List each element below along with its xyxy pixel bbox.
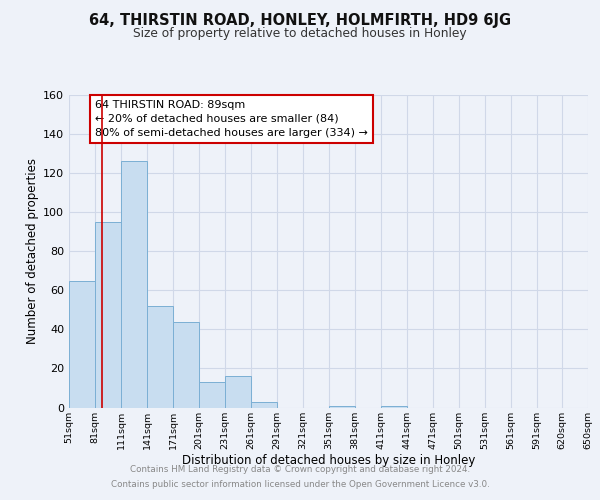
Text: Contains HM Land Registry data © Crown copyright and database right 2024.: Contains HM Land Registry data © Crown c… [130, 465, 470, 474]
Bar [95, 222, 121, 408]
Text: Size of property relative to detached houses in Honley: Size of property relative to detached ho… [133, 28, 467, 40]
Text: 64 THIRSTIN ROAD: 89sqm
← 20% of detached houses are smaller (84)
80% of semi-de: 64 THIRSTIN ROAD: 89sqm ← 20% of detache… [95, 100, 368, 138]
Bar [69, 280, 95, 407]
Text: 64, THIRSTIN ROAD, HONLEY, HOLMFIRTH, HD9 6JG: 64, THIRSTIN ROAD, HONLEY, HOLMFIRTH, HD… [89, 12, 511, 28]
Y-axis label: Number of detached properties: Number of detached properties [26, 158, 39, 344]
Bar [225, 376, 251, 408]
Bar [147, 306, 173, 408]
Bar [199, 382, 225, 407]
Bar [251, 402, 277, 407]
Bar [329, 406, 355, 407]
Bar [173, 322, 199, 408]
Bar [121, 162, 147, 408]
Text: Contains public sector information licensed under the Open Government Licence v3: Contains public sector information licen… [110, 480, 490, 489]
Bar [381, 406, 407, 407]
X-axis label: Distribution of detached houses by size in Honley: Distribution of detached houses by size … [182, 454, 475, 467]
